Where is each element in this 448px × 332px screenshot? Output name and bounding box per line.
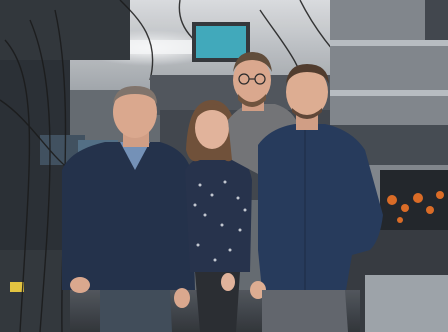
shelf-1 bbox=[330, 40, 448, 46]
glasses-icon bbox=[238, 73, 266, 85]
yellow-component bbox=[10, 282, 24, 292]
person-1 bbox=[62, 86, 195, 332]
top-right-equipment bbox=[425, 0, 448, 40]
shelf-2 bbox=[330, 90, 448, 96]
person-2 bbox=[185, 100, 252, 332]
top-monitor-screen bbox=[196, 26, 246, 58]
overhead-beam bbox=[0, 0, 130, 60]
person-4 bbox=[250, 64, 383, 332]
laser-components bbox=[387, 191, 444, 223]
right-lower-panel bbox=[365, 275, 448, 332]
